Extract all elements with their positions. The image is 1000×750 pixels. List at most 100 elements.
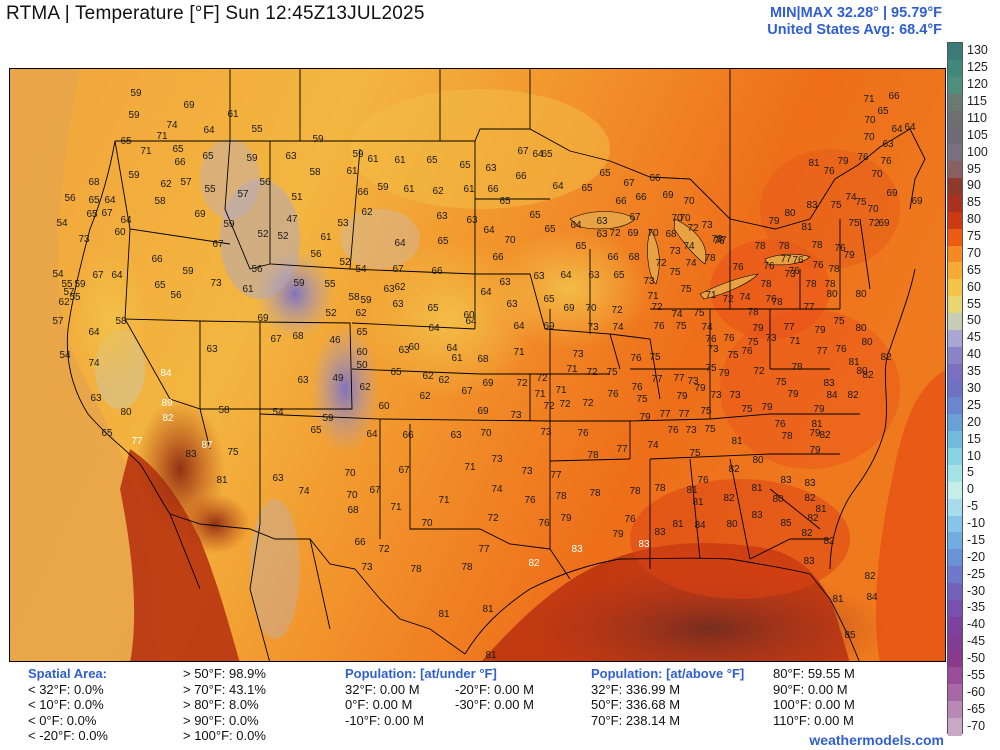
station-temperature: 75 bbox=[649, 352, 661, 363]
station-temperature: 78 bbox=[629, 486, 641, 497]
station-temperature: 73 bbox=[765, 333, 777, 344]
station-temperature: 72 bbox=[868, 218, 880, 229]
station-temperature: 65 bbox=[581, 183, 593, 194]
min-max-readout: MIN|MAX 32.28° | 95.79°F bbox=[769, 5, 942, 21]
legend-swatch bbox=[948, 127, 962, 145]
station-temperature: 73 bbox=[361, 562, 373, 573]
legend-color-bar bbox=[947, 42, 963, 736]
population-row: 90°F: 0.00 M bbox=[773, 681, 848, 697]
station-temperature: 79 bbox=[718, 368, 730, 379]
station-temperature: 46 bbox=[329, 335, 341, 346]
population-row: 80°F: 59.55 M bbox=[773, 666, 855, 681]
station-temperature: 67 bbox=[398, 465, 410, 476]
station-temperature: 61 bbox=[227, 109, 239, 120]
legend-swatch bbox=[948, 346, 962, 365]
station-temperature: 62 bbox=[58, 297, 70, 308]
station-temperature: 59 bbox=[128, 110, 140, 121]
population-row: 0°F: 0.00 M bbox=[345, 697, 413, 712]
station-temperature: 70 bbox=[346, 490, 358, 501]
station-temperature: 75 bbox=[680, 284, 692, 295]
legend-swatch bbox=[948, 262, 962, 280]
legend-tick: -35 bbox=[967, 600, 986, 615]
station-temperature: 81 bbox=[801, 222, 813, 233]
lake-erie bbox=[699, 273, 759, 300]
station-temperature: 73 bbox=[729, 390, 741, 401]
station-temperature: 61 bbox=[394, 155, 406, 166]
station-temperature: 74 bbox=[685, 258, 697, 269]
station-temperature: 78 bbox=[828, 264, 840, 275]
station-temperature: 89 bbox=[161, 398, 173, 409]
station-temperature: 70 bbox=[504, 235, 516, 246]
station-temperature: 63 bbox=[285, 151, 297, 162]
legend-tick: 15 bbox=[967, 431, 981, 446]
station-temperature: 80 bbox=[784, 208, 796, 219]
station-temperature: 72 bbox=[609, 228, 621, 239]
population-row: -30°F: 0.00 M bbox=[455, 697, 534, 712]
station-temperature: 64 bbox=[394, 238, 406, 249]
station-temperature: 66 bbox=[492, 252, 504, 263]
us-average-readout: United States Avg: 68.4°F bbox=[767, 22, 942, 38]
station-temperature: 79 bbox=[768, 216, 780, 227]
station-temperature: 65 bbox=[599, 168, 611, 179]
station-temperature: 61 bbox=[346, 166, 358, 177]
station-temperature: 67 bbox=[212, 239, 224, 250]
station-temperature: 72 bbox=[487, 513, 499, 524]
station-temperature: 76 bbox=[741, 346, 753, 357]
station-temperature: 72 bbox=[753, 366, 765, 377]
station-temperature: 64 bbox=[104, 195, 116, 206]
station-temperature: 67 bbox=[461, 386, 473, 397]
legend-swatch bbox=[948, 279, 962, 297]
temperature-map[interactable]: 59 69 59 74 71 64 61 55 65 71 65 66 65 59 63 59 59 61 61 65… bbox=[9, 68, 946, 662]
station-temperature: 66 bbox=[402, 430, 414, 441]
station-temperature: 72 bbox=[722, 294, 734, 305]
legend-swatch bbox=[948, 684, 962, 702]
station-temperature: 76 bbox=[697, 475, 709, 486]
station-temperature: 65 bbox=[529, 210, 541, 221]
station-temperature: 76 bbox=[788, 266, 800, 277]
legend-tick: 50 bbox=[967, 313, 981, 328]
station-temperature: 60 bbox=[463, 310, 475, 321]
legend-swatch bbox=[948, 633, 962, 652]
station-temperature: 69 bbox=[878, 218, 890, 229]
station-temperature: 78 bbox=[587, 450, 599, 461]
station-temperature: 71 bbox=[534, 389, 546, 400]
stats-panel: MIN|MAX 32.28° | 95.79°F United States A… bbox=[767, 5, 942, 39]
station-temperature: 64 bbox=[483, 225, 495, 236]
station-temperature: 78 bbox=[461, 562, 473, 573]
legend-swatch bbox=[948, 194, 962, 213]
station-temperature: 49 bbox=[332, 373, 344, 384]
station-temperature: 65 bbox=[390, 367, 402, 378]
station-temperature: 77 bbox=[783, 322, 795, 333]
station-temperature: 52 bbox=[325, 308, 337, 319]
station-temperature: 67 bbox=[629, 212, 641, 223]
station-temperature: 78 bbox=[781, 431, 793, 442]
station-temperature: 59 bbox=[322, 413, 334, 424]
station-temperature: 63 bbox=[398, 345, 410, 356]
station-temperature: 53 bbox=[337, 218, 349, 229]
station-temperature: 66 bbox=[487, 184, 499, 195]
station-temperature: 77 bbox=[816, 346, 828, 357]
legend-tick: 100 bbox=[967, 144, 988, 159]
station-temperature: 75 bbox=[855, 197, 867, 208]
station-temperature: 81 bbox=[686, 485, 698, 496]
station-temperature: 76 bbox=[524, 495, 536, 506]
station-temperature: 76 bbox=[857, 152, 869, 163]
station-temperature: 82 bbox=[847, 390, 859, 401]
station-temperature: 78 bbox=[410, 564, 422, 575]
station-temperature: 66 bbox=[515, 171, 527, 182]
legend-swatch bbox=[948, 76, 962, 95]
pacific-ocean bbox=[10, 69, 160, 661]
station-temperature: 65 bbox=[877, 106, 889, 117]
map-title: RTMA | Temperature [°F] Sun 12:45Z13JUL2… bbox=[6, 3, 425, 24]
legend-swatch bbox=[948, 515, 962, 534]
site-credit[interactable]: weathermodels.com bbox=[809, 732, 944, 748]
station-temperature: 71 bbox=[789, 336, 801, 347]
station-temperature: 83 bbox=[806, 200, 818, 211]
station-temperature: 74 bbox=[701, 322, 713, 333]
station-temperature: 81 bbox=[751, 483, 763, 494]
station-temperature: 68 bbox=[347, 505, 359, 516]
legend-tick: 25 bbox=[967, 397, 981, 412]
station-temperature: 80 bbox=[861, 337, 873, 348]
station-temperature: 64 bbox=[366, 429, 378, 440]
station-temperature: 67 bbox=[392, 264, 404, 275]
